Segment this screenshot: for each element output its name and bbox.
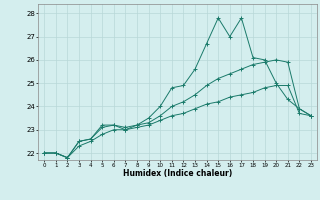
X-axis label: Humidex (Indice chaleur): Humidex (Indice chaleur) xyxy=(123,169,232,178)
